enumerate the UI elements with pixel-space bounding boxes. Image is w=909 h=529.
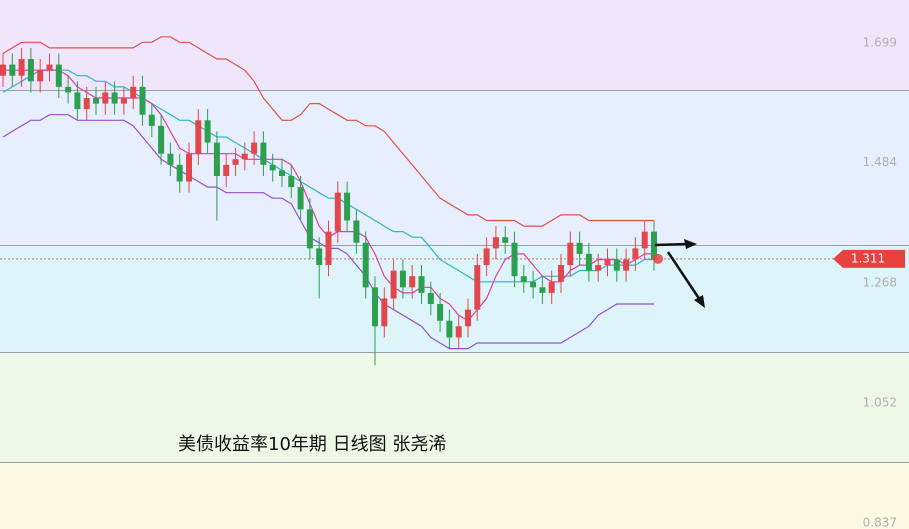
candle-body <box>195 120 202 154</box>
candle-body <box>9 64 16 76</box>
candle-body <box>148 114 155 126</box>
candle-body <box>213 142 220 176</box>
candle-body <box>120 98 127 104</box>
candle-body <box>139 86 146 115</box>
zone-lines <box>0 90 909 463</box>
y-tick-label: 1.484 <box>863 155 897 169</box>
candle-body <box>567 242 574 266</box>
candle-body <box>288 175 295 188</box>
candle-body <box>483 248 490 266</box>
candle-body <box>93 98 99 104</box>
candle-body <box>427 292 434 305</box>
candle-body <box>576 242 583 254</box>
candle-body <box>455 326 462 338</box>
candle-body <box>316 248 323 266</box>
candle-body <box>260 142 267 165</box>
candle-body <box>530 281 537 288</box>
candle-body <box>325 231 332 266</box>
candle-body <box>334 192 341 232</box>
candle-body <box>65 86 72 93</box>
candle-body <box>613 259 620 271</box>
candle-body <box>409 276 416 288</box>
candle-body <box>37 70 44 82</box>
indicator-line <box>2 36 654 227</box>
indicator-line <box>2 69 654 283</box>
candle-body <box>390 270 397 299</box>
zone-band <box>0 90 909 245</box>
candle-body <box>251 142 258 154</box>
candle-body <box>437 304 444 321</box>
candle-body <box>186 153 192 182</box>
candle-body <box>585 253 592 271</box>
zone-band <box>0 245 909 352</box>
candle-body <box>641 231 648 249</box>
y-tick-label: 1.052 <box>863 396 897 410</box>
candle-body <box>102 92 109 104</box>
candle-body <box>74 92 81 110</box>
zone-band <box>0 352 909 462</box>
zone-band <box>0 462 909 529</box>
candle-body <box>0 64 6 76</box>
candle-body <box>623 259 630 271</box>
candle-body <box>297 187 304 210</box>
candle-body <box>167 153 174 165</box>
candle-body <box>223 164 230 176</box>
candle-body <box>558 265 564 282</box>
candle-body <box>27 59 34 82</box>
candle-body <box>269 164 276 171</box>
candle-body <box>418 276 425 293</box>
arrows <box>654 239 705 308</box>
candle-body <box>520 276 527 282</box>
candle-body <box>279 170 285 176</box>
candle-body <box>344 192 351 221</box>
candle-body <box>158 125 165 154</box>
candle-body <box>130 86 137 99</box>
candle-body <box>176 164 183 182</box>
y-tick-label: 1.699 <box>863 35 897 49</box>
candle-body <box>651 231 657 260</box>
candle-body <box>55 64 62 87</box>
candle-body <box>539 287 546 293</box>
candle-body <box>46 64 53 71</box>
y-tick-label: 0.837 <box>863 515 897 529</box>
candle-body <box>474 265 481 310</box>
candle-body <box>204 120 211 143</box>
candle-body <box>399 270 406 288</box>
plot: 1.699 1.484 1.268 1.052 0.837 1.311 <box>0 35 905 529</box>
candle-body <box>83 98 90 110</box>
candle-body <box>241 153 248 160</box>
candle-body <box>511 242 518 277</box>
candle-body <box>465 309 471 327</box>
candle-body <box>362 242 369 288</box>
candle-body <box>632 248 639 260</box>
zone-band <box>0 0 909 90</box>
candle-body <box>353 220 360 243</box>
candle-body <box>604 259 611 266</box>
candle-body <box>595 265 602 271</box>
candle-body <box>502 237 509 243</box>
candle-body <box>446 320 453 338</box>
candle-body <box>111 92 118 104</box>
last-price-dot <box>653 253 663 264</box>
chart-title: 美债收益率10年期 日线图 张尧浠 <box>178 434 446 455</box>
last-price-label: 1.311 <box>851 251 885 265</box>
candle-body <box>372 287 378 327</box>
candle-body <box>232 159 239 165</box>
last-price-tag <box>833 249 905 268</box>
candle-body <box>381 298 388 327</box>
candle-body <box>18 59 25 76</box>
candle-body <box>548 281 555 293</box>
candle-body <box>306 209 313 249</box>
y-tick-label: 1.268 <box>863 275 897 289</box>
candle-body <box>492 237 499 249</box>
